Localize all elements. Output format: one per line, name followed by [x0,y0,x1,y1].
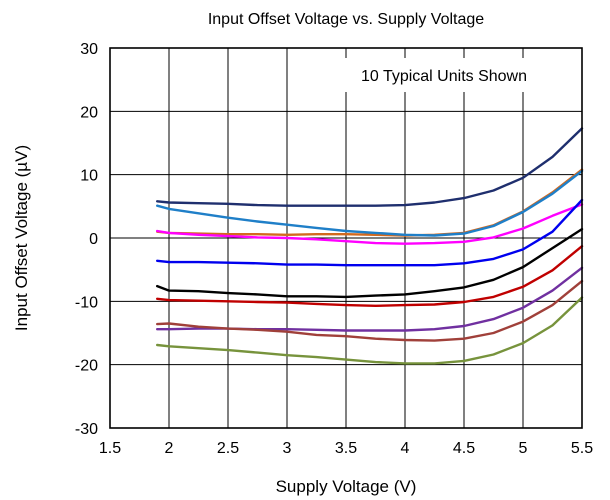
plot-frame [109,47,583,429]
y-tick-label: -20 [75,358,98,375]
y-tick-label: -10 [75,294,98,311]
gridlines [110,48,582,428]
series-line-unit-8 [156,266,584,332]
series-line-unit-4 [156,203,584,245]
x-tick-label: 5.5 [571,440,593,457]
series-line-unit-7 [156,245,584,307]
series-line-unit-1 [156,127,584,207]
series-line-unit-5 [156,198,584,267]
y-tick-label: 30 [80,41,98,58]
y-axis-label: Input Offset Voltage (µV) [12,145,31,331]
series-line-unit-6 [156,227,584,299]
chart-title: Input Offset Voltage vs. Supply Voltage [208,11,484,28]
x-tick-label: 4 [401,440,410,457]
x-tick-label: 3.5 [335,440,357,457]
y-tick-label: 20 [80,104,98,121]
y-tick-label: -30 [75,421,98,438]
series-line-unit-10 [156,296,584,365]
x-tick-label: 1.5 [99,440,121,457]
x-tick-label: 5 [519,440,528,457]
units-annotation: 10 Typical Units Shown [361,68,527,85]
x-tick-label: 2.5 [217,440,239,457]
y-tick-label: 10 [80,168,98,185]
series-line-unit-3 [156,169,584,237]
y-tick-labels: 30 20 10 0 -10 -20 -30 [75,41,98,438]
plot-series [156,127,584,365]
x-tick-labels: 1.5 2 2.5 3 3.5 4 4.5 5 5.5 [99,440,593,457]
y-tick-label: 0 [89,231,98,248]
x-tick-label: 3 [283,440,292,457]
x-tick-label: 4.5 [453,440,475,457]
series-line-unit-9 [156,279,584,342]
annotation-box [318,58,570,92]
x-tick-label: 2 [165,440,174,457]
x-axis-label: Supply Voltage (V) [276,477,417,496]
